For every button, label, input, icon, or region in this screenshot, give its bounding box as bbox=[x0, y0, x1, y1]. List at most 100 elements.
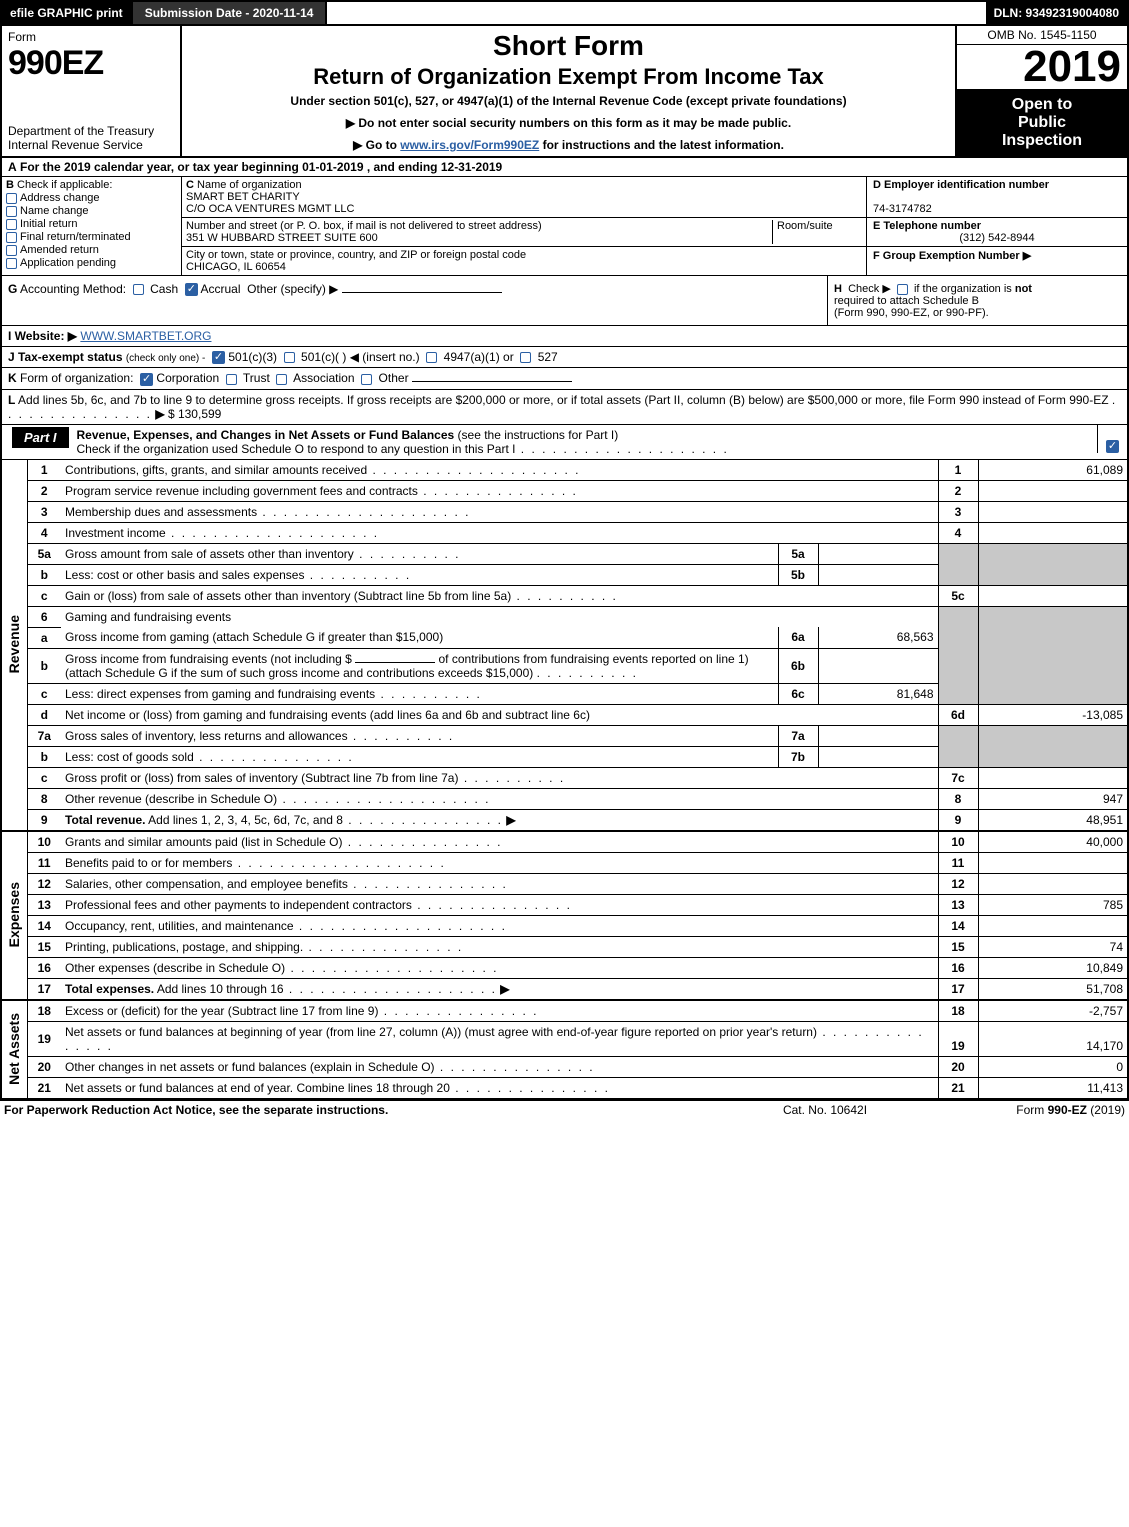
lineno: c bbox=[27, 683, 61, 704]
checkbox-501c3[interactable]: ✓ bbox=[212, 351, 225, 364]
checkbox-trust[interactable] bbox=[226, 374, 237, 385]
line-subval bbox=[818, 564, 938, 585]
table-row: 4 Investment income 4 bbox=[1, 522, 1128, 543]
contributions-input[interactable] bbox=[355, 662, 435, 663]
line-desc: Total revenue. Add lines 1, 2, 3, 4, 5c,… bbox=[61, 809, 938, 831]
d-label: D Employer identification number bbox=[873, 179, 1049, 191]
other-org-input[interactable] bbox=[412, 381, 572, 382]
checkbox-cash[interactable] bbox=[133, 284, 144, 295]
lineno: c bbox=[27, 767, 61, 788]
goto-pre: ▶ Go to bbox=[353, 138, 400, 152]
line-numcol: 19 bbox=[938, 1021, 978, 1056]
checkbox-4947[interactable] bbox=[426, 352, 437, 363]
line-desc: Printing, publications, postage, and shi… bbox=[61, 936, 938, 957]
checkbox-application-pending[interactable] bbox=[6, 258, 17, 269]
section-def: D Employer identification number 74-3174… bbox=[867, 177, 1127, 275]
line-amount bbox=[978, 522, 1128, 543]
label-4947: 4947(a)(1) or bbox=[444, 350, 514, 364]
line-desc: Benefits paid to or for members bbox=[61, 852, 938, 873]
line-numcol: 2 bbox=[938, 480, 978, 501]
org-name: SMART BET CHARITY bbox=[186, 191, 300, 203]
care-of: C/O OCA VENTURES MGMT LLC bbox=[186, 203, 355, 215]
line-numcol: 13 bbox=[938, 894, 978, 915]
checkbox-corporation[interactable]: ✓ bbox=[140, 373, 153, 386]
line-desc: Gross amount from sale of assets other t… bbox=[61, 543, 778, 564]
room-suite-label: Room/suite bbox=[777, 220, 833, 232]
line-desc: Net assets or fund balances at end of ye… bbox=[61, 1077, 938, 1098]
label-cash: Cash bbox=[150, 282, 178, 296]
open-line1: Open to bbox=[961, 96, 1123, 114]
efile-print-button[interactable]: efile GRAPHIC print bbox=[2, 2, 133, 24]
checkbox-527[interactable] bbox=[520, 352, 531, 363]
side-label-revenue: Revenue bbox=[1, 460, 27, 831]
part1-table: Revenue 1 Contributions, gifts, grants, … bbox=[0, 460, 1129, 1099]
website-link[interactable]: WWW.SMARTBET.ORG bbox=[80, 329, 211, 343]
checkbox-final-return[interactable] bbox=[6, 232, 17, 243]
line-numcol: 20 bbox=[938, 1056, 978, 1077]
checkbox-h[interactable] bbox=[897, 284, 908, 295]
line-numcol: 18 bbox=[938, 1000, 978, 1022]
label-initial-return: Initial return bbox=[20, 218, 77, 230]
b-check-if: Check if applicable: bbox=[17, 179, 112, 191]
row-l: L Add lines 5b, 6c, and 7b to line 9 to … bbox=[0, 390, 1129, 425]
line-numcol: 7c bbox=[938, 767, 978, 788]
lineno: 4 bbox=[27, 522, 61, 543]
lineno: 2 bbox=[27, 480, 61, 501]
grey-cell bbox=[978, 606, 1128, 704]
label-501c3: 501(c)(3) bbox=[228, 350, 277, 364]
checkbox-name-change[interactable] bbox=[6, 206, 17, 217]
l-arrow-icon: ▶ bbox=[155, 407, 164, 421]
line-subno: 6b bbox=[778, 648, 818, 683]
lineno: 16 bbox=[27, 957, 61, 978]
lineno: 20 bbox=[27, 1056, 61, 1077]
line-desc: Grants and similar amounts paid (list in… bbox=[61, 831, 938, 853]
header-right: OMB No. 1545-1150 2019 Open to Public In… bbox=[957, 26, 1127, 156]
part1-title-bold: Revenue, Expenses, and Changes in Net As… bbox=[77, 428, 455, 442]
checkbox-amended-return[interactable] bbox=[6, 245, 17, 256]
form-word: Form bbox=[8, 30, 174, 44]
table-row: 20 Other changes in net assets or fund b… bbox=[1, 1056, 1128, 1077]
g-label: G bbox=[8, 282, 17, 296]
line-subval bbox=[818, 725, 938, 746]
line-numcol: 3 bbox=[938, 501, 978, 522]
h-not: not bbox=[1015, 283, 1032, 295]
lineno: c bbox=[27, 585, 61, 606]
lineno: 10 bbox=[27, 831, 61, 853]
checkbox-association[interactable] bbox=[276, 374, 287, 385]
part1-check-line: Check if the organization used Schedule … bbox=[77, 442, 516, 456]
line-desc: Net income or (loss) from gaming and fun… bbox=[61, 704, 938, 725]
label-accrual: Accrual bbox=[200, 282, 240, 296]
other-specify-input[interactable] bbox=[342, 292, 502, 293]
lineno: d bbox=[27, 704, 61, 725]
submission-date-button[interactable]: Submission Date - 2020-11-14 bbox=[133, 2, 328, 24]
line-amount: 51,708 bbox=[978, 978, 1128, 1000]
label-address-change: Address change bbox=[20, 192, 100, 204]
line-desc: Membership dues and assessments bbox=[61, 501, 938, 522]
table-row: 7a Gross sales of inventory, less return… bbox=[1, 725, 1128, 746]
accounting-label: Accounting Method: bbox=[20, 282, 126, 296]
table-row: Expenses 10 Grants and similar amounts p… bbox=[1, 831, 1128, 853]
checkbox-accrual[interactable]: ✓ bbox=[185, 283, 198, 296]
k-text: Form of organization: bbox=[20, 371, 133, 385]
checkbox-schedule-o[interactable]: ✓ bbox=[1106, 440, 1119, 453]
checkbox-address-change[interactable] bbox=[6, 193, 17, 204]
part1-title: Revenue, Expenses, and Changes in Net As… bbox=[69, 425, 1097, 459]
lineno: 9 bbox=[27, 809, 61, 831]
table-row: 11 Benefits paid to or for members 11 bbox=[1, 852, 1128, 873]
line-desc: Occupancy, rent, utilities, and maintena… bbox=[61, 915, 938, 936]
info-block: B Check if applicable: Address change Na… bbox=[0, 177, 1129, 276]
checkbox-initial-return[interactable] bbox=[6, 219, 17, 230]
addr-label: Number and street (or P. O. box, if mail… bbox=[186, 220, 542, 232]
line-desc: Gain or (loss) from sale of assets other… bbox=[61, 585, 938, 606]
checkbox-other-org[interactable] bbox=[361, 374, 372, 385]
irs-link[interactable]: www.irs.gov/Form990EZ bbox=[400, 138, 539, 152]
l-amount: $ 130,599 bbox=[168, 407, 221, 421]
line-amount: -2,757 bbox=[978, 1000, 1128, 1022]
lineno: 12 bbox=[27, 873, 61, 894]
line-subno: 7a bbox=[778, 725, 818, 746]
checkbox-501c[interactable] bbox=[284, 352, 295, 363]
section-g: G Accounting Method: Cash ✓ Accrual Othe… bbox=[2, 276, 827, 325]
part1-check-cell: ✓ bbox=[1097, 425, 1127, 453]
line-desc: Total expenses. Add lines 10 through 16 … bbox=[61, 978, 938, 1000]
e-label: E Telephone number bbox=[873, 220, 981, 232]
